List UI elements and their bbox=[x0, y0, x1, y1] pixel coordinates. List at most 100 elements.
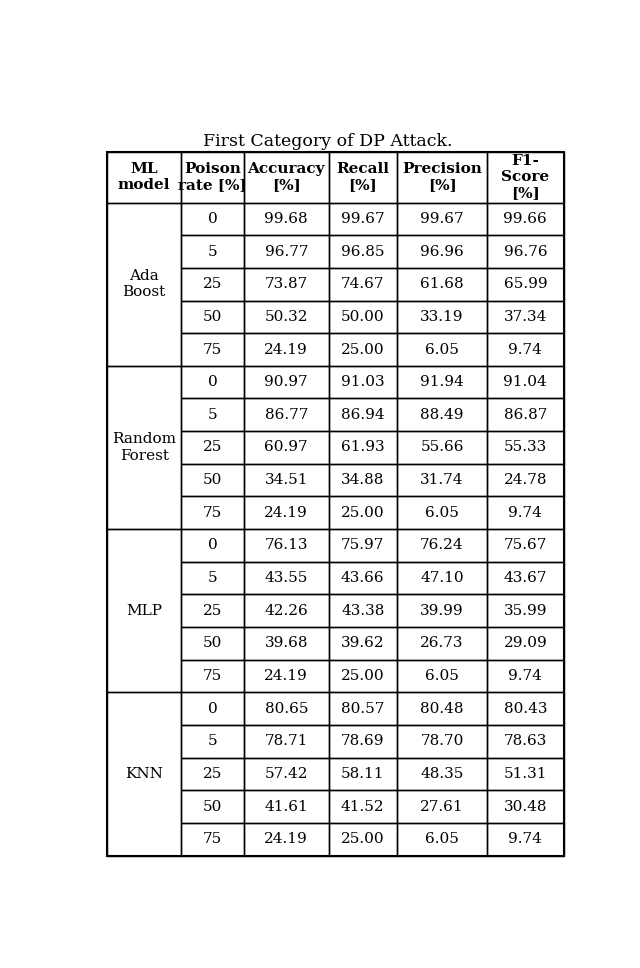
Text: ML
model: ML model bbox=[118, 163, 170, 193]
Text: Accuracy
[%]: Accuracy [%] bbox=[248, 163, 325, 193]
Text: Ada
Boost: Ada Boost bbox=[122, 269, 166, 299]
Text: 26.73: 26.73 bbox=[420, 636, 464, 650]
Text: 61.93: 61.93 bbox=[341, 440, 385, 454]
Text: 25.00: 25.00 bbox=[341, 505, 385, 520]
Text: 5: 5 bbox=[207, 571, 218, 585]
Text: 60.97: 60.97 bbox=[264, 440, 308, 454]
Text: 50: 50 bbox=[203, 800, 222, 813]
Bar bbox=[487, 152, 564, 202]
Text: 51.31: 51.31 bbox=[504, 767, 547, 781]
Text: 35.99: 35.99 bbox=[504, 604, 547, 618]
Bar bbox=[397, 431, 487, 464]
Text: MLP: MLP bbox=[126, 604, 162, 618]
Text: KNN: KNN bbox=[125, 767, 163, 781]
Text: 33.19: 33.19 bbox=[420, 310, 464, 324]
Bar bbox=[328, 268, 397, 300]
Bar bbox=[397, 268, 487, 300]
Bar bbox=[181, 202, 244, 235]
Text: 57.42: 57.42 bbox=[264, 767, 308, 781]
Text: 91.04: 91.04 bbox=[504, 376, 547, 389]
Text: 6.05: 6.05 bbox=[425, 505, 459, 520]
Text: F1-
Score
[%]: F1- Score [%] bbox=[501, 154, 549, 200]
Bar bbox=[397, 366, 487, 399]
Bar bbox=[487, 692, 564, 725]
Text: 24.78: 24.78 bbox=[504, 473, 547, 487]
Text: 78.63: 78.63 bbox=[504, 735, 547, 748]
Bar bbox=[244, 561, 328, 594]
Bar bbox=[244, 235, 328, 268]
Bar bbox=[487, 790, 564, 823]
Text: 31.74: 31.74 bbox=[420, 473, 464, 487]
Text: Poison
rate [%]: Poison rate [%] bbox=[178, 163, 247, 193]
Text: 5: 5 bbox=[207, 245, 218, 258]
Text: 5: 5 bbox=[207, 408, 218, 422]
Bar bbox=[397, 464, 487, 497]
Text: 34.51: 34.51 bbox=[264, 473, 308, 487]
Bar bbox=[328, 300, 397, 333]
Bar bbox=[487, 529, 564, 561]
Bar bbox=[181, 333, 244, 366]
Text: 0: 0 bbox=[207, 702, 218, 715]
Bar bbox=[487, 333, 564, 366]
Text: 24.19: 24.19 bbox=[264, 669, 308, 683]
Text: 0: 0 bbox=[207, 376, 218, 389]
Text: 55.33: 55.33 bbox=[504, 440, 547, 454]
Bar bbox=[244, 202, 328, 235]
Text: 78.69: 78.69 bbox=[341, 735, 385, 748]
Text: 61.68: 61.68 bbox=[420, 277, 464, 291]
Bar bbox=[244, 366, 328, 399]
Bar bbox=[487, 627, 564, 659]
Text: 43.38: 43.38 bbox=[341, 604, 385, 618]
Bar bbox=[328, 529, 397, 561]
Bar bbox=[244, 627, 328, 659]
Bar bbox=[328, 627, 397, 659]
Text: 90.97: 90.97 bbox=[264, 376, 308, 389]
Bar bbox=[181, 464, 244, 497]
Bar bbox=[244, 268, 328, 300]
Bar bbox=[487, 561, 564, 594]
Text: 86.94: 86.94 bbox=[341, 408, 385, 422]
Bar bbox=[244, 497, 328, 529]
Bar bbox=[181, 594, 244, 627]
Bar bbox=[397, 300, 487, 333]
Bar bbox=[244, 333, 328, 366]
Bar bbox=[181, 758, 244, 790]
Bar bbox=[108, 152, 181, 202]
Text: 99.67: 99.67 bbox=[341, 212, 385, 226]
Bar bbox=[397, 497, 487, 529]
Text: 0: 0 bbox=[207, 212, 218, 226]
Text: 30.48: 30.48 bbox=[504, 800, 547, 813]
Text: 80.57: 80.57 bbox=[341, 702, 385, 715]
Text: 6.05: 6.05 bbox=[425, 343, 459, 356]
Text: 25.00: 25.00 bbox=[341, 669, 385, 683]
Bar bbox=[181, 561, 244, 594]
Bar bbox=[487, 823, 564, 856]
Text: 86.77: 86.77 bbox=[264, 408, 308, 422]
Bar bbox=[244, 725, 328, 758]
Bar bbox=[108, 202, 181, 366]
Bar bbox=[397, 202, 487, 235]
Bar bbox=[244, 399, 328, 431]
Text: 9.74: 9.74 bbox=[508, 505, 542, 520]
Text: 9.74: 9.74 bbox=[508, 669, 542, 683]
Text: 74.67: 74.67 bbox=[341, 277, 385, 291]
Bar bbox=[487, 464, 564, 497]
Bar bbox=[244, 823, 328, 856]
Bar bbox=[181, 399, 244, 431]
Text: 55.66: 55.66 bbox=[420, 440, 464, 454]
Bar bbox=[487, 594, 564, 627]
Bar bbox=[487, 399, 564, 431]
Text: 43.55: 43.55 bbox=[264, 571, 308, 585]
Text: 27.61: 27.61 bbox=[420, 800, 464, 813]
Bar bbox=[244, 529, 328, 561]
Bar bbox=[397, 561, 487, 594]
Text: 50: 50 bbox=[203, 473, 222, 487]
Text: 41.52: 41.52 bbox=[341, 800, 385, 813]
Text: 91.94: 91.94 bbox=[420, 376, 464, 389]
Text: 29.09: 29.09 bbox=[504, 636, 547, 650]
Text: 96.85: 96.85 bbox=[341, 245, 385, 258]
Bar bbox=[397, 235, 487, 268]
Bar bbox=[328, 497, 397, 529]
Bar bbox=[181, 300, 244, 333]
Text: 5: 5 bbox=[207, 735, 218, 748]
